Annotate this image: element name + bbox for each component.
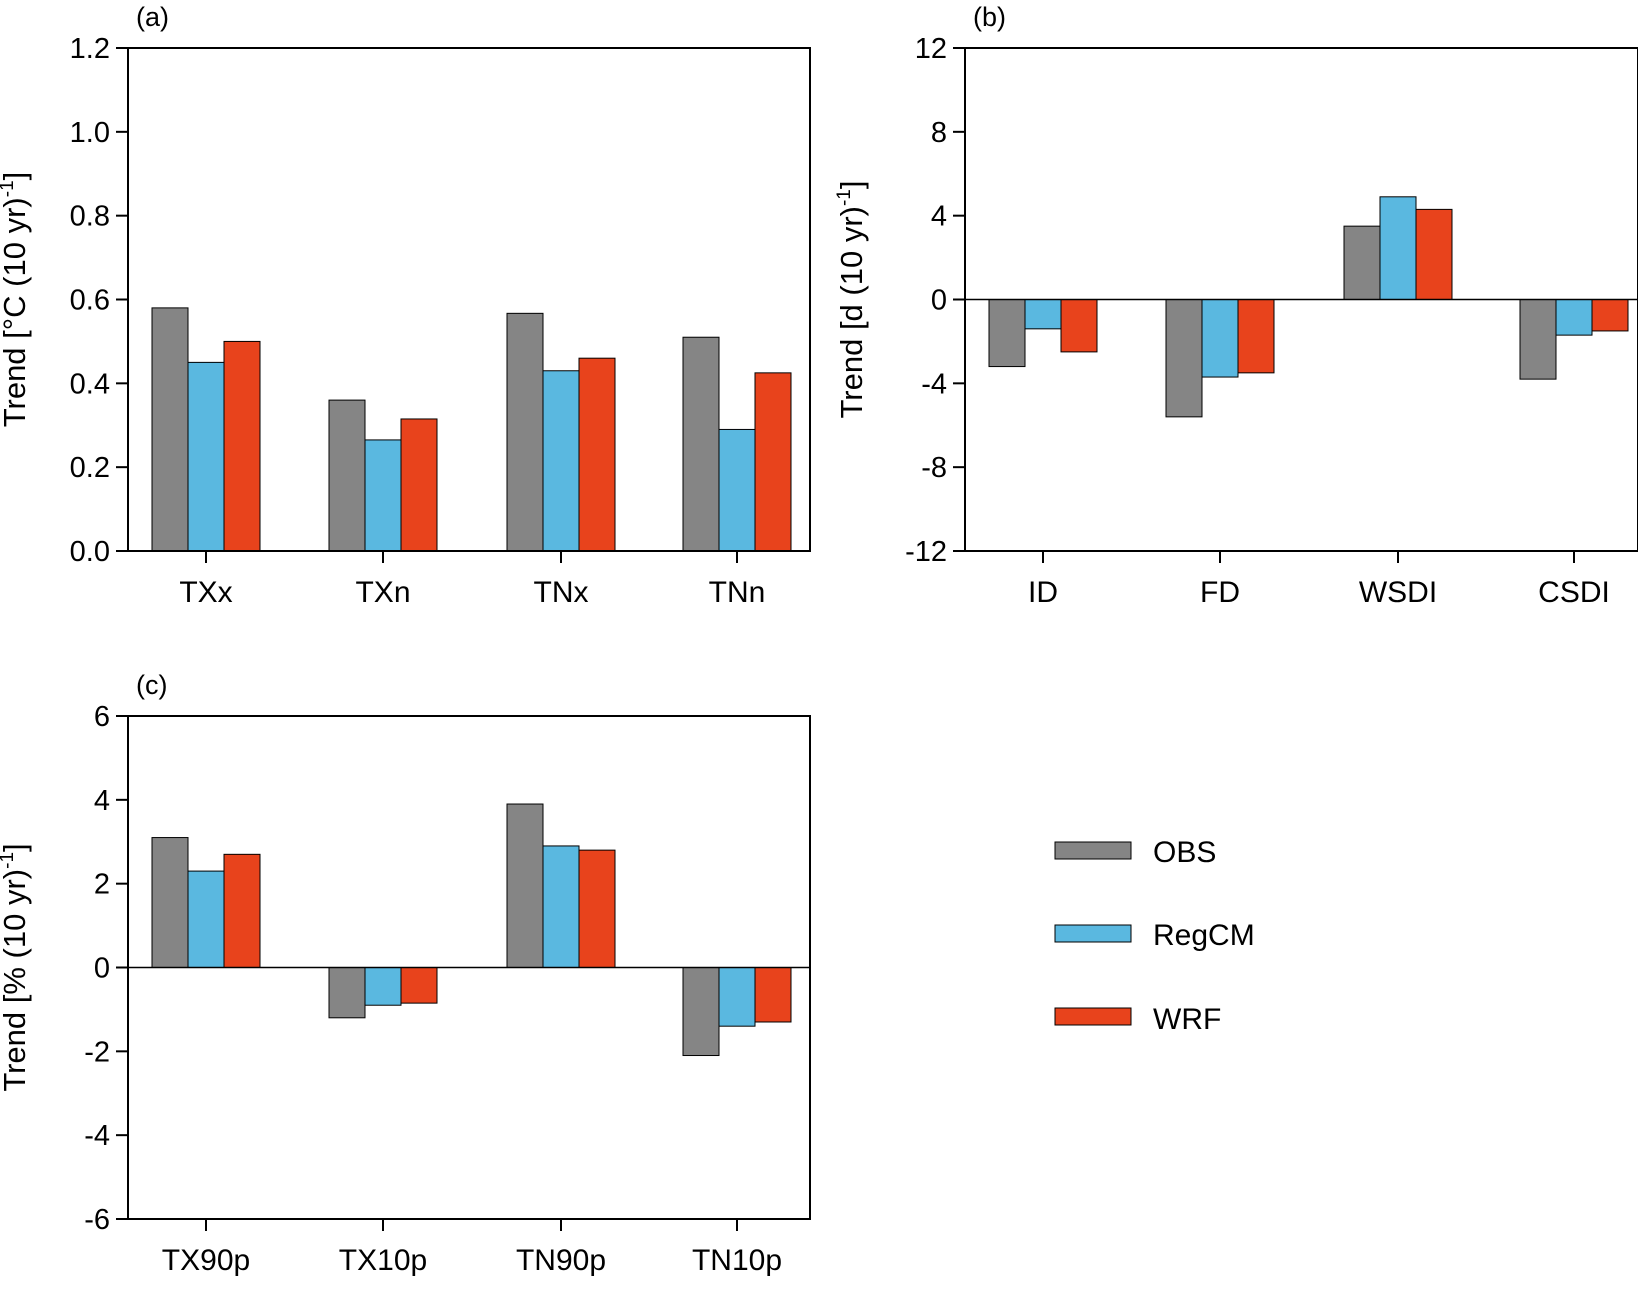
x-tick-label: TN10p	[692, 1244, 782, 1277]
bar-wrf-csdi	[1591, 299, 1629, 332]
bar-regcm-tx10p	[364, 967, 402, 1006]
y-tick-label: 0.2	[70, 452, 110, 484]
y-tick-label: 0.6	[70, 285, 110, 317]
legend-label-regcm: RegCM	[1153, 919, 1255, 952]
y-tick-label: -2	[84, 1036, 110, 1068]
x-tick-label: TX10p	[339, 1244, 427, 1277]
bar-regcm-wsdi	[1379, 196, 1417, 300]
bar-regcm-txx	[187, 361, 225, 552]
bar-obs-fd	[1165, 299, 1203, 418]
x-tick-label: TXn	[355, 576, 410, 609]
y-tick-label: -8	[921, 452, 947, 484]
legend-swatch-wrf	[1054, 1007, 1132, 1026]
bar-regcm-tnn	[718, 428, 756, 552]
y-tick-label: -6	[84, 1204, 110, 1236]
chart-panel-1: 0.0 0.2 0.4 0.6 0.8 1.0 1.2 TXx TXn TNx TNn (a) Tren…	[0, 2, 811, 609]
bar-obs-tx10p	[328, 967, 366, 1019]
bar-regcm-fd	[1201, 299, 1239, 378]
y-tick-label: 1.0	[70, 117, 110, 149]
y-tick-label: 6	[94, 701, 110, 733]
y-tick-label: 0	[931, 285, 947, 317]
y-tick-label: 12	[915, 33, 947, 65]
bar-wrf-wsdi	[1415, 208, 1453, 300]
x-tick-label: CSDI	[1538, 576, 1610, 609]
y-tick-label: -4	[921, 368, 947, 400]
x-tick-label: TNx	[534, 576, 589, 609]
panel-label: (b)	[973, 2, 1006, 32]
bar-wrf-txn	[400, 418, 438, 552]
x-tick-label: TNn	[709, 576, 766, 609]
bar-obs-csdi	[1519, 299, 1557, 380]
y-tick-label: 4	[94, 785, 110, 817]
y-tick-label: 8	[931, 117, 947, 149]
y-tick-label: 0.8	[70, 201, 110, 233]
legend-label-wrf: WRF	[1153, 1003, 1221, 1036]
y-tick-label: 0	[94, 953, 110, 985]
bar-obs-txn	[328, 399, 366, 552]
bar-wrf-tnn	[754, 372, 792, 552]
legend: OBS RegCM WRF	[1054, 836, 1255, 1036]
chart-panel-3: -6 -4 -2 0 2 4 6 TX90p TX10p TN90p TN10p (c) Trend […	[0, 670, 811, 1277]
y-tick-label: 1.2	[70, 33, 110, 65]
chart-panel-2: -12 -8 -4 0 4 8 12 ID FD WSDI CSDI (b) Trend [d (10 …	[834, 2, 1638, 609]
x-tick-label: FD	[1200, 576, 1240, 609]
bar-wrf-tn90p	[578, 849, 616, 969]
panel-label: (a)	[136, 2, 169, 32]
bar-obs-tnn	[682, 336, 720, 552]
legend-swatch-obs	[1054, 841, 1132, 860]
y-tick-label: 2	[94, 869, 110, 901]
bar-obs-tnx	[506, 312, 544, 552]
y-axis-title: Trend [% (10 yr)-1]	[0, 843, 32, 1091]
bar-obs-tn10p	[682, 967, 720, 1057]
bar-regcm-txn	[364, 439, 402, 552]
bar-regcm-tn90p	[542, 845, 580, 968]
y-tick-label: 4	[931, 201, 947, 233]
legend-label-obs: OBS	[1153, 836, 1216, 869]
bar-wrf-tx90p	[223, 853, 261, 969]
bar-regcm-tnx	[542, 370, 580, 552]
y-tick-label: 0.4	[70, 368, 110, 400]
bar-obs-wsdi	[1343, 225, 1381, 300]
x-tick-label: TXx	[179, 576, 232, 609]
y-tick-label: -12	[905, 536, 947, 568]
bar-obs-txx	[151, 307, 189, 552]
bar-obs-id	[988, 299, 1026, 368]
chart-panels: 0.0 0.2 0.4 0.6 0.8 1.0 1.2 TXx TXn TNx TNn (a) Tren…	[0, 2, 1638, 1277]
bar-regcm-id	[1024, 299, 1062, 330]
bar-wrf-tn10p	[754, 967, 792, 1023]
bar-regcm-tx90p	[187, 870, 225, 969]
bar-regcm-tn10p	[718, 967, 756, 1027]
bar-wrf-tx10p	[400, 967, 438, 1004]
bar-wrf-fd	[1237, 299, 1275, 374]
y-tick-label: 0.0	[70, 536, 110, 568]
x-tick-label: WSDI	[1359, 576, 1437, 609]
x-tick-label: ID	[1028, 576, 1058, 609]
y-tick-label: -4	[84, 1120, 110, 1152]
bar-obs-tx90p	[151, 837, 189, 969]
x-tick-label: TN90p	[516, 1244, 606, 1277]
bar-obs-tn90p	[506, 803, 544, 969]
y-axis-title: Trend [d (10 yr)-1]	[834, 180, 869, 418]
bar-wrf-tnx	[578, 357, 616, 552]
panel-label: (c)	[136, 670, 167, 700]
x-tick-label: TX90p	[162, 1244, 250, 1277]
bar-wrf-txx	[223, 340, 261, 552]
legend-swatch-regcm	[1054, 924, 1132, 943]
bar-regcm-csdi	[1555, 299, 1593, 336]
bar-wrf-id	[1060, 299, 1098, 353]
y-axis-title: Trend [°C (10 yr)-1]	[0, 172, 32, 428]
